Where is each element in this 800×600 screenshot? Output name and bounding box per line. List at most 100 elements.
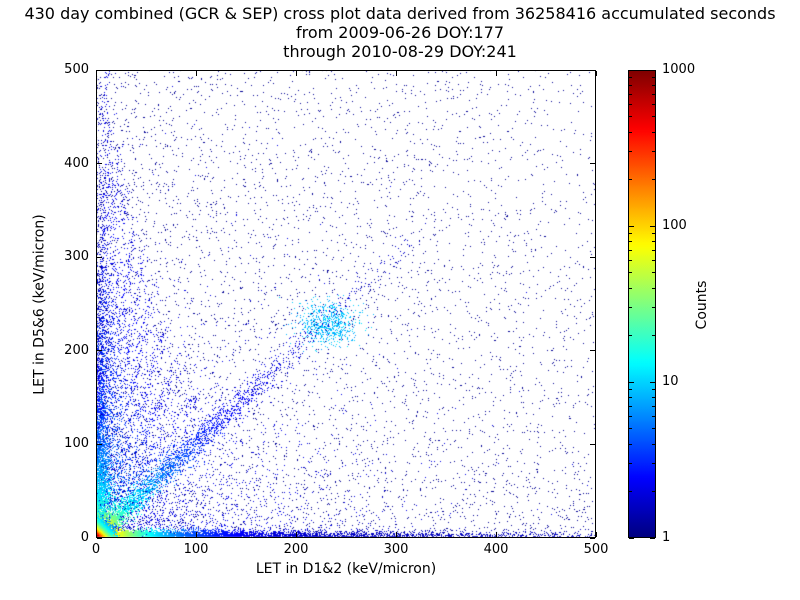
colorbar-minor-tick-right: [652, 490, 655, 492]
colorbar-minor-tick: [629, 76, 632, 78]
y-tick-mark: [97, 256, 102, 258]
colorbar-minor-tick-right: [652, 240, 655, 242]
colorbar-minor-tick: [629, 116, 632, 118]
y-tick-mark-right: [590, 256, 595, 258]
x-tick-mark: [395, 532, 397, 537]
x-tick-mark-top: [395, 71, 397, 76]
colorbar-minor-tick-right: [652, 463, 655, 465]
y-tick-mark-right: [590, 69, 595, 71]
colorbar-minor-tick: [629, 84, 632, 86]
y-tick-mark-right: [590, 163, 595, 165]
colorbar-minor-tick: [629, 104, 632, 106]
x-tick-mark: [595, 532, 597, 537]
colorbar-minor-tick-right: [652, 307, 655, 309]
x-tick-label: 100: [183, 542, 209, 557]
x-axis-label: LET in D1&2 (keV/micron): [255, 561, 437, 577]
colorbar-minor-tick-right: [652, 272, 655, 274]
colorbar-tick-label: 1000: [662, 62, 696, 77]
colorbar-minor-tick: [629, 307, 632, 309]
colorbar-tick-label: 1: [662, 530, 671, 545]
colorbar-minor-tick: [629, 260, 632, 262]
y-tick-label: 400: [64, 155, 89, 171]
y-tick-mark-right: [590, 443, 595, 445]
colorbar-minor-tick: [629, 443, 632, 445]
colorbar-minor-tick: [629, 131, 632, 133]
colorbar-tick-mark: [629, 537, 634, 539]
y-tick-mark: [97, 350, 102, 352]
y-tick-mark: [97, 163, 102, 165]
colorbar-minor-tick-right: [652, 151, 655, 153]
colorbar-minor-tick: [629, 463, 632, 465]
colorbar-minor-tick: [629, 334, 632, 336]
colorbar-tick-mark: [629, 381, 634, 383]
colorbar-minor-tick-right: [652, 334, 655, 336]
x-tick-mark-top: [195, 71, 197, 76]
x-tick-mark: [295, 532, 297, 537]
x-tick-label: 500: [583, 542, 609, 557]
colorbar-minor-tick: [629, 416, 632, 418]
colorbar-minor-tick-right: [652, 93, 655, 95]
x-tick-mark-top: [295, 71, 297, 76]
colorbar-minor-tick-right: [652, 405, 655, 407]
colorbar-tick-mark: [629, 69, 634, 71]
scatter-plot-canvas: [96, 70, 596, 538]
x-tick-mark-top: [495, 71, 497, 76]
colorbar-minor-tick-right: [652, 260, 655, 262]
colorbar-minor-tick: [629, 93, 632, 95]
colorbar-tick-mark-right: [650, 69, 655, 71]
x-tick-label: 200: [283, 542, 309, 557]
x-tick-mark: [95, 532, 97, 537]
colorbar-minor-tick: [629, 490, 632, 492]
chart-title-line-2: from 2009-06-26 DOY:177: [295, 23, 504, 42]
plot-frame: [96, 70, 596, 538]
y-tick-label: 200: [64, 342, 89, 358]
colorbar-tick-label: 100: [662, 218, 687, 233]
colorbar-tick-mark-right: [650, 225, 655, 227]
colorbar-minor-tick-right: [652, 178, 655, 180]
colorbar-gradient: [629, 71, 655, 537]
colorbar-minor-tick: [629, 428, 632, 430]
colorbar-minor-tick-right: [652, 232, 655, 234]
colorbar-label: Counts: [694, 280, 710, 330]
colorbar-minor-tick: [629, 240, 632, 242]
colorbar-tick-mark-right: [650, 381, 655, 383]
y-tick-label: 100: [64, 436, 89, 452]
colorbar-frame: [628, 70, 656, 538]
colorbar-minor-tick: [629, 151, 632, 153]
x-tick-mark: [495, 532, 497, 537]
y-tick-mark: [97, 537, 102, 539]
colorbar-minor-tick: [629, 396, 632, 398]
chart-title-line-1: 430 day combined (GCR & SEP) cross plot …: [24, 4, 776, 23]
y-tick-label: 0: [80, 530, 89, 545]
colorbar-minor-tick-right: [652, 131, 655, 133]
colorbar-minor-tick: [629, 388, 632, 390]
colorbar-minor-tick-right: [652, 104, 655, 106]
colorbar-minor-tick-right: [652, 428, 655, 430]
colorbar-minor-tick-right: [652, 84, 655, 86]
x-tick-mark-top: [595, 71, 597, 76]
colorbar-minor-tick-right: [652, 443, 655, 445]
colorbar-minor-tick: [629, 287, 632, 289]
colorbar-minor-tick-right: [652, 388, 655, 390]
chart-title-line-3: through 2010-08-29 DOY:241: [283, 42, 517, 61]
colorbar-minor-tick: [629, 272, 632, 274]
y-axis-label: LET in D5&6 (keV/micron): [31, 214, 48, 395]
colorbar-minor-tick-right: [652, 249, 655, 251]
colorbar-tick-label: 10: [662, 374, 679, 389]
y-tick-mark: [97, 69, 102, 71]
colorbar-tick-mark-right: [650, 537, 655, 539]
colorbar-minor-tick: [629, 178, 632, 180]
colorbar-minor-tick-right: [652, 287, 655, 289]
y-tick-mark-right: [590, 537, 595, 539]
x-tick-mark: [195, 532, 197, 537]
x-tick-label: 300: [383, 542, 409, 557]
colorbar-minor-tick: [629, 405, 632, 407]
colorbar-tick-mark: [629, 225, 634, 227]
colorbar-minor-tick-right: [652, 76, 655, 78]
y-tick-mark-right: [590, 350, 595, 352]
x-tick-label: 0: [91, 542, 101, 557]
x-tick-label: 400: [483, 542, 509, 557]
y-tick-label: 300: [64, 249, 89, 265]
colorbar-minor-tick-right: [652, 396, 655, 398]
